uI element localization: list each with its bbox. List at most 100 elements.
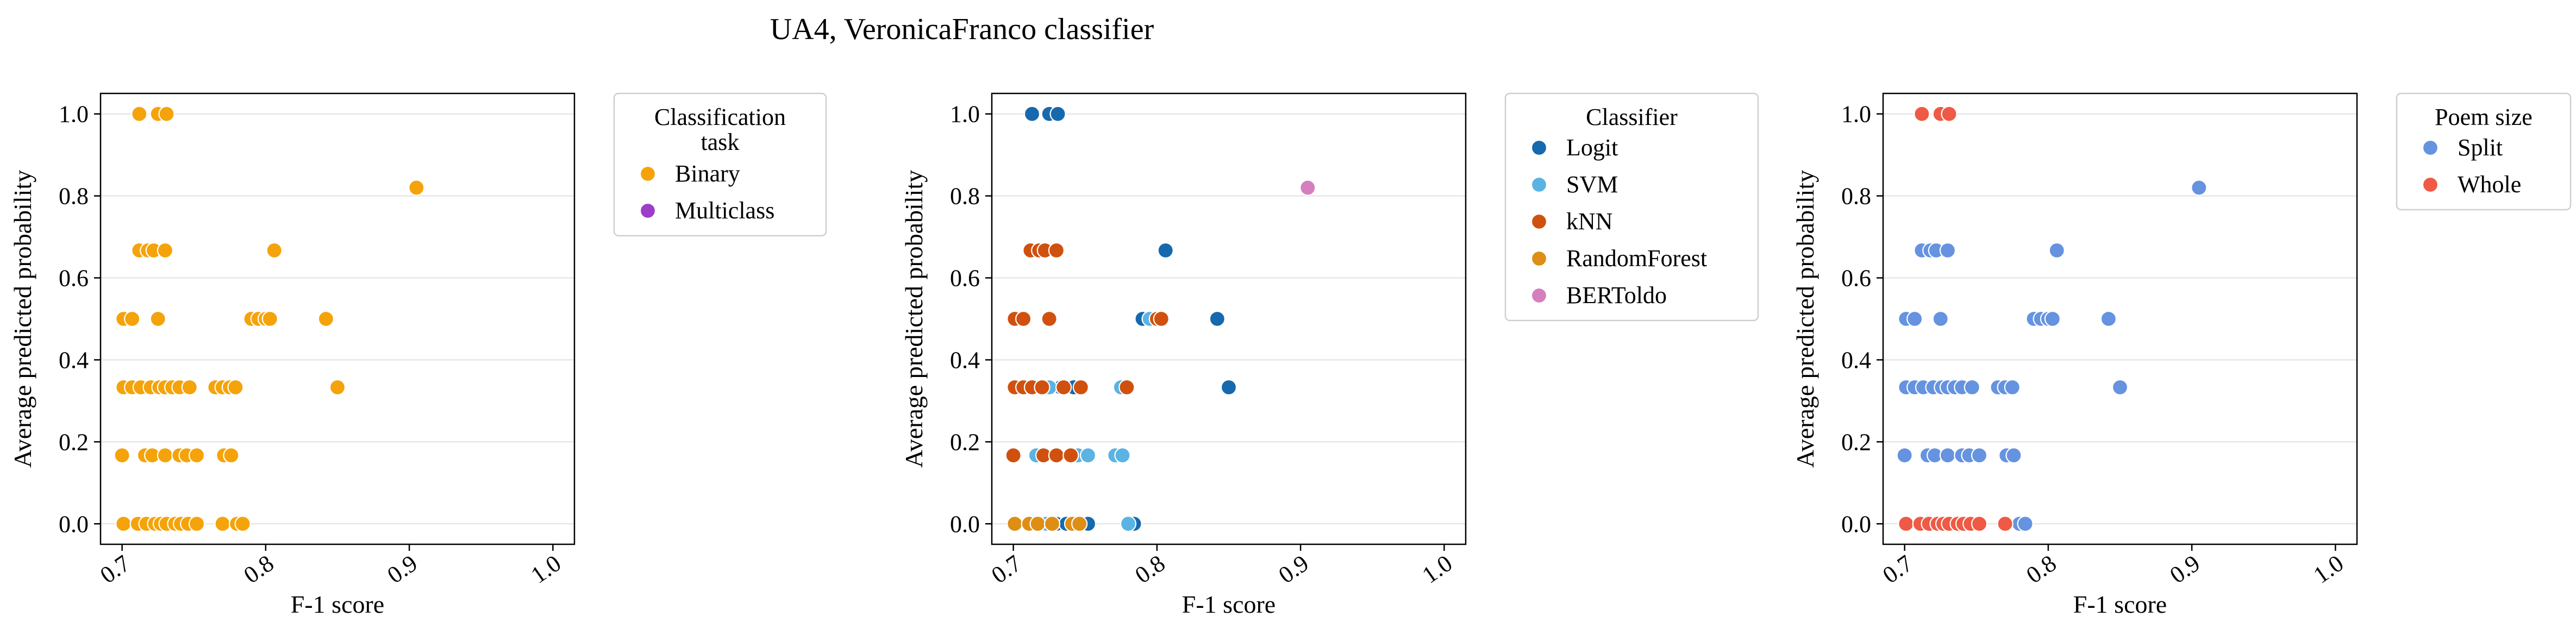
legend-title: Classifier [1586, 104, 1678, 130]
figure-title: UA4, VeronicaFranco classifier [770, 12, 1154, 46]
y-tick-label: 0.4 [950, 347, 980, 373]
x-tick-label: 0.7 [986, 550, 1026, 589]
data-point-logit-3 [1157, 242, 1174, 259]
legend-title: Poem size [2435, 104, 2533, 130]
data-point-binary-15 [261, 310, 278, 328]
legend-title: task [701, 129, 740, 155]
data-point-split-8 [1932, 310, 1949, 328]
y-tick-label: 0.2 [950, 429, 980, 455]
data-point-svm-7 [1114, 447, 1131, 464]
y-tick-label: 0.0 [59, 511, 89, 537]
data-point-bertoldo-0 [1299, 179, 1316, 196]
data-point-binary-30 [329, 379, 346, 396]
data-point-whole-12 [1971, 515, 1988, 532]
x-tick-label: 0.8 [1130, 550, 1170, 589]
legend-label-whole: Whole [2458, 171, 2521, 198]
data-point-split-4 [1939, 242, 1956, 259]
y-tick-label: 0.0 [950, 511, 980, 537]
legend-title: Classification [654, 104, 786, 130]
data-point-knn-18 [1048, 447, 1065, 464]
legend-label-split: Split [2458, 134, 2503, 161]
data-point-logit-6 [1209, 310, 1226, 328]
legend-label-randomforest: RandomForest [1566, 245, 1707, 272]
data-point-binary-10 [124, 310, 141, 328]
data-point-split-33 [1971, 447, 1988, 464]
legend-label-svm: SVM [1566, 171, 1618, 198]
data-point-binary-7 [157, 242, 174, 259]
data-point-knn-6 [1041, 310, 1058, 328]
x-tick-label: 1.0 [1417, 550, 1457, 589]
data-point-split-25 [2004, 379, 2021, 396]
axes-frame [1882, 92, 2358, 545]
legend-marker-bertoldo [1530, 287, 1548, 304]
legend-label-logit: Logit [1566, 134, 1618, 161]
x-tick-label: 0.9 [1274, 550, 1314, 589]
x-tick-label: 0.9 [2165, 550, 2205, 589]
legend-label-binary: Binary [675, 160, 740, 187]
y-tick-label: 0.8 [59, 183, 89, 210]
data-point-binary-8 [266, 242, 283, 259]
legend-marker-split [2422, 139, 2439, 156]
y-tick-label: 0.4 [1841, 347, 1871, 373]
legend-label-bertoldo: BERToldo [1566, 282, 1667, 309]
y-tick-label: 1.0 [1841, 101, 1871, 128]
data-point-binary-11 [149, 310, 166, 328]
y-tick-label: 0.4 [59, 347, 89, 373]
legend-marker-binary [639, 165, 656, 183]
legend-label-multiclass: Multiclass [675, 197, 774, 224]
data-point-logit-9 [1220, 379, 1237, 396]
y-tick-label: 0.2 [59, 429, 89, 455]
data-point-svm-5 [1079, 447, 1097, 464]
data-point-binary-37 [188, 447, 205, 464]
y-axis-label: Average predicted probability [9, 170, 36, 468]
y-tick-label: 0.6 [1841, 265, 1871, 292]
legend-box [2396, 92, 2572, 211]
data-point-knn-14 [1072, 379, 1089, 396]
data-point-logit-0 [1023, 105, 1041, 122]
data-point-split-13 [2100, 310, 2117, 328]
y-axis-label: Average predicted probability [1791, 170, 1819, 468]
data-point-whole-0 [1914, 105, 1930, 122]
y-tick-label: 0.0 [1841, 511, 1871, 537]
data-point-knn-15 [1118, 379, 1135, 396]
y-tick-label: 0.2 [1841, 429, 1871, 455]
legend: Poem size Split Whole [2396, 92, 2572, 211]
data-point-binary-52 [234, 515, 251, 532]
data-point-knn-19 [1062, 447, 1079, 464]
axes-frame [99, 92, 576, 545]
axes-frame [991, 92, 1467, 545]
data-point-knn-13 [1055, 379, 1072, 396]
x-tick-label: 0.8 [239, 550, 278, 589]
data-point-whole-3 [1898, 515, 1915, 532]
legend-marker-svm [1530, 176, 1548, 193]
data-point-whole-2 [1941, 105, 1958, 122]
x-axis-label: F-1 score [291, 590, 384, 618]
data-point-svm-9 [1120, 515, 1137, 532]
data-point-logit-2 [1049, 105, 1066, 122]
data-point-knn-5 [1015, 310, 1032, 328]
legend: Classifier Logit SVM kNN RandomForest BERTold… [1504, 92, 1759, 322]
x-tick-label: 1.0 [526, 550, 566, 589]
data-point-randomforest-3 [1043, 515, 1061, 532]
data-point-randomforest-5 [1071, 515, 1088, 532]
legend-marker-randomforest [1530, 250, 1548, 267]
chart-panel-2: 0.0 0.2 0.4 0.6 0.8 1.0 0.7 0.8 0.9 1.0 F-1 score A… [900, 92, 1759, 618]
legend-marker-knn [1530, 213, 1548, 230]
x-tick-label: 0.7 [1878, 550, 1917, 589]
legend-marker-multiclass [639, 202, 656, 219]
data-point-binary-49 [188, 515, 205, 532]
chart-panel-1: 0.0 0.2 0.4 0.6 0.8 1.0 0.7 0.8 0.9 1.0 F-1 score A… [9, 92, 827, 618]
y-tick-label: 0.8 [950, 183, 980, 210]
data-point-knn-8 [1153, 310, 1170, 328]
data-point-split-37 [2017, 515, 2034, 532]
data-point-split-22 [1964, 379, 1980, 396]
y-tick-label: 0.8 [1841, 183, 1871, 210]
data-point-split-30 [1939, 447, 1956, 464]
x-tick-label: 1.0 [2309, 550, 2348, 589]
y-tick-label: 1.0 [59, 101, 89, 128]
x-tick-label: 0.7 [95, 550, 135, 589]
x-tick-label: 0.8 [2021, 550, 2061, 589]
data-point-knn-12 [1034, 379, 1051, 396]
data-point-knn-16 [1005, 447, 1022, 464]
